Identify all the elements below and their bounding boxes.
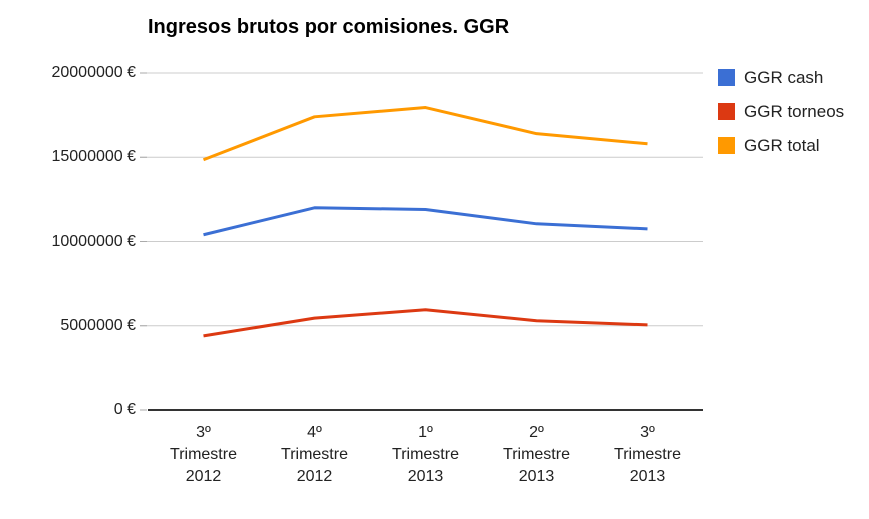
x-axis-category-label: 1º Trimestre 2013 [392, 424, 459, 485]
legend-swatch-ggr-cash [718, 69, 735, 86]
series-line-ggr-total [202, 106, 648, 162]
x-axis-category-label: 2º Trimestre 2013 [503, 424, 570, 485]
legend-swatch-ggr-torneos [718, 103, 735, 120]
series-line-ggr-cash [203, 206, 648, 237]
y-axis-tick-label: 0 € [113, 401, 136, 418]
legend-item-ggr-cash: GGR cash [718, 67, 844, 87]
y-axis-tick-label: 10000000 € [51, 232, 136, 250]
legend-label-ggr-total: GGR total [744, 135, 820, 155]
legend-label-ggr-torneos: GGR torneos [744, 101, 845, 121]
series-line-ggr-torneos [203, 308, 648, 338]
x-axis-category-label: 3º Trimestre 2013 [614, 424, 681, 485]
x-axis-category-label: 4º Trimestre 2012 [281, 424, 348, 485]
chart-title: Ingresos brutos por comisiones. GGR [148, 16, 510, 38]
y-axis-tick-label: 5000000 € [60, 316, 136, 334]
legend-swatch-ggr-total [718, 137, 735, 154]
y-axis-tick-label: 20000000 € [51, 64, 136, 81]
legend-item-ggr-torneos: GGR torneos [718, 101, 845, 121]
legend: GGR cash GGR torneos GGR total [718, 67, 845, 171]
x-axis-category-label: 3º Trimestre 2012 [170, 424, 237, 485]
y-axis-tick-label: 15000000 € [51, 148, 136, 166]
legend-label-ggr-cash: GGR cash [744, 67, 824, 87]
legend-item-ggr-total: GGR total [718, 135, 844, 155]
